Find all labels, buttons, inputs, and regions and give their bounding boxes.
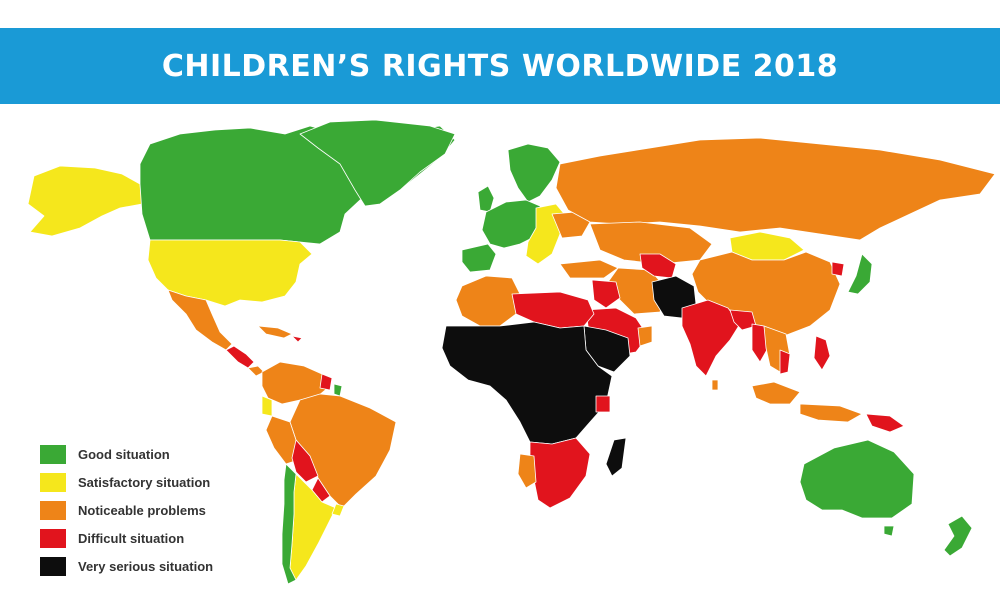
legend-swatch-difficult bbox=[40, 528, 66, 548]
region-chile bbox=[281, 463, 297, 585]
region-peru bbox=[265, 415, 299, 465]
region-indonesia-east bbox=[799, 403, 863, 423]
legend-item-difficult: Difficult situation bbox=[40, 524, 270, 552]
legend-item-very-serious: Very serious situation bbox=[40, 552, 270, 580]
region-central-africa bbox=[441, 321, 613, 445]
legend-label-good: Good situation bbox=[78, 446, 170, 462]
region-north-korea bbox=[831, 261, 845, 277]
region-bolivia bbox=[291, 439, 319, 483]
legend-label-very-serious: Very serious situation bbox=[78, 558, 214, 574]
region-central-america bbox=[225, 345, 255, 369]
legend-item-satisfactory: Satisfactory situation bbox=[40, 468, 270, 496]
region-new-zealand bbox=[943, 515, 973, 557]
legend-item-noticeable: Noticeable problems bbox=[40, 496, 270, 524]
page-title: CHILDREN’S RIGHTS WORLDWIDE 2018 bbox=[161, 48, 839, 84]
region-australia bbox=[799, 439, 915, 519]
region-india bbox=[681, 299, 741, 377]
region-namibia bbox=[517, 453, 537, 489]
legend-label-satisfactory: Satisfactory situation bbox=[78, 474, 211, 490]
region-north-africa-west bbox=[455, 275, 521, 327]
region-syria-iraq bbox=[591, 279, 621, 309]
legend: Good situation Satisfactory situation No… bbox=[40, 440, 270, 580]
title-bar: CHILDREN’S RIGHTS WORLDWIDE 2018 bbox=[0, 28, 1000, 104]
legend-swatch-good bbox=[40, 444, 66, 464]
region-oman bbox=[637, 325, 653, 347]
region-uruguay bbox=[331, 503, 345, 517]
region-japan bbox=[847, 253, 873, 295]
region-greenland bbox=[299, 119, 456, 207]
legend-label-difficult: Difficult situation bbox=[78, 530, 185, 546]
region-kenya bbox=[595, 395, 611, 413]
world-map bbox=[0, 104, 1000, 596]
legend-swatch-satisfactory bbox=[40, 472, 66, 492]
legend-swatch-noticeable bbox=[40, 500, 66, 520]
region-nepal-bangladesh bbox=[729, 309, 757, 331]
region-uk bbox=[477, 185, 495, 213]
legend-label-noticeable: Noticeable problems bbox=[78, 502, 206, 518]
region-haiti bbox=[291, 335, 303, 343]
legend-swatch-very-serious bbox=[40, 556, 66, 576]
region-papua-new-guinea bbox=[865, 413, 905, 433]
region-guyana bbox=[319, 373, 333, 391]
region-ecuador bbox=[261, 395, 273, 417]
region-scandinavia bbox=[507, 143, 561, 203]
region-iberia bbox=[461, 243, 497, 273]
region-usa bbox=[147, 239, 313, 307]
region-philippines bbox=[813, 335, 831, 371]
world-map-svg bbox=[27, 119, 996, 585]
region-tasmania bbox=[883, 525, 895, 537]
region-french-guiana bbox=[333, 383, 343, 397]
region-caribbean bbox=[257, 325, 293, 339]
region-mexico bbox=[167, 289, 233, 351]
region-myanmar bbox=[751, 323, 769, 363]
region-indonesia-west bbox=[751, 381, 801, 405]
region-vietnam bbox=[779, 349, 791, 375]
region-madagascar bbox=[605, 437, 627, 477]
legend-item-good: Good situation bbox=[40, 440, 270, 468]
region-turkey bbox=[559, 259, 619, 279]
region-sri-lanka bbox=[711, 379, 719, 391]
region-sahel-north bbox=[511, 291, 595, 329]
region-southern-africa bbox=[529, 437, 591, 509]
region-alaska bbox=[27, 165, 143, 237]
